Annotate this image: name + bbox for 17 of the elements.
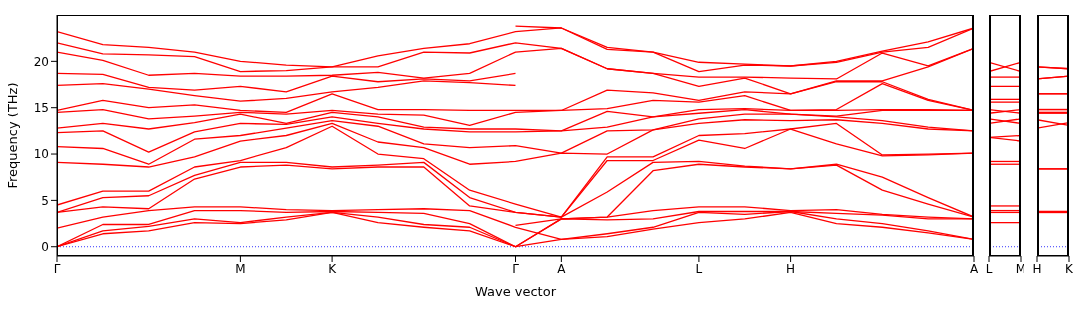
x-tick-label: A <box>557 261 567 276</box>
x-tick-label: Γ <box>512 261 520 276</box>
y-tick-label: 5 <box>41 193 49 208</box>
y-tick-label: 10 <box>33 147 49 162</box>
y-tick-label: 15 <box>33 100 49 115</box>
x-tick-label: Γ <box>53 261 61 276</box>
x-tick-label: L <box>695 261 703 276</box>
x-tick-label: L <box>985 261 993 276</box>
x-tick-label: H <box>786 261 796 276</box>
x-axis-title: Wave vector <box>474 284 557 299</box>
x-tick-label: K <box>1065 261 1075 276</box>
y-tick-label: 20 <box>33 54 49 69</box>
y-tick-label: 0 <box>41 239 49 254</box>
x-tick-label: H <box>1032 261 1042 276</box>
x-tick-label: K <box>328 261 338 276</box>
x-tick-label: A <box>969 261 979 276</box>
x-tick-label: M <box>235 261 246 276</box>
